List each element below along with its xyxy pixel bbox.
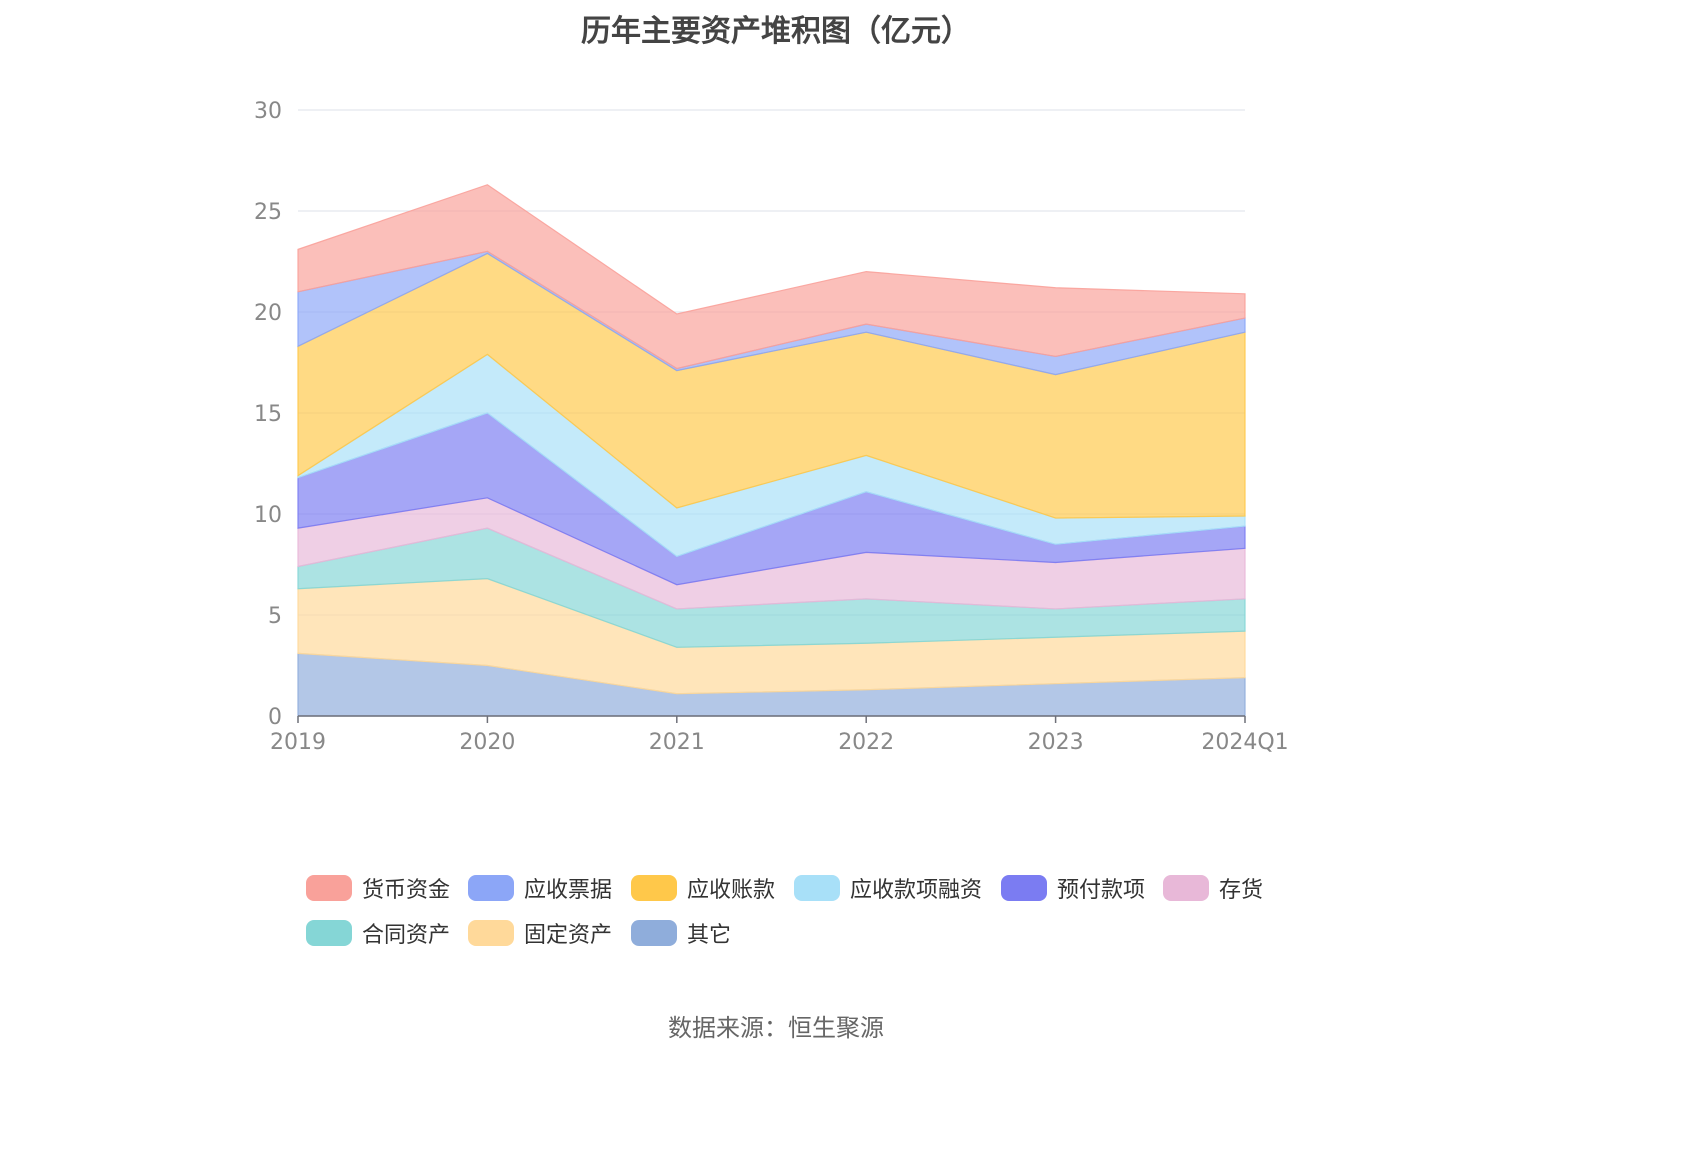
legend-label: 固定资产 (524, 923, 613, 948)
x-tick-label: 2024Q1 (1201, 730, 1288, 755)
stacked-area-chart: 0 5 10 15 20 25 30 2019 2020 2021 2022 2023 2024Q1 (254, 99, 1289, 755)
legend-item[interactable]: 合同资产 (306, 915, 450, 951)
legend-swatch (306, 920, 352, 946)
legend-item[interactable]: 存货 (1163, 870, 1263, 906)
legend-item[interactable]: 货币资金 (306, 870, 450, 906)
legend-label: 应收票据 (524, 878, 613, 903)
y-tick-label: 30 (254, 99, 282, 124)
legend-item[interactable]: 应收账款 (631, 870, 775, 906)
y-tick-label: 10 (254, 503, 282, 528)
legend-swatch (468, 920, 514, 946)
y-tick-label: 15 (254, 402, 282, 427)
y-tick-label: 25 (254, 200, 282, 225)
y-tick-label: 20 (254, 301, 282, 326)
legend-swatch (306, 875, 352, 901)
area-货币资金 (297, 184, 1246, 370)
legend-swatch (468, 875, 514, 901)
legend-label: 应收款项融资 (850, 878, 983, 903)
y-tick-label: 0 (268, 705, 282, 730)
legend-swatch (631, 920, 677, 946)
x-tick-label: 2023 (1028, 730, 1084, 755)
legend-item[interactable]: 应收款项融资 (794, 870, 982, 906)
legend-label: 预付款项 (1057, 878, 1146, 903)
legend-label: 存货 (1219, 878, 1264, 903)
legend-item[interactable]: 预付款项 (1001, 870, 1145, 906)
legend-item[interactable]: 应收票据 (468, 870, 612, 906)
legend-swatch (1163, 875, 1209, 901)
y-tick-label: 5 (268, 604, 282, 629)
axes: 0 5 10 15 20 25 30 2019 2020 2021 2022 2023 2024Q1 (254, 99, 1289, 755)
legend-label: 其它 (687, 923, 732, 948)
legend-swatch (631, 875, 677, 901)
legend-swatch (794, 875, 840, 901)
x-tick-label: 2021 (649, 730, 705, 755)
x-tick-label: 2019 (270, 730, 326, 755)
x-tick-label: 2020 (459, 730, 515, 755)
legend-label: 应收账款 (687, 878, 776, 903)
data-source-note: 数据来源：恒生聚源 (668, 1014, 884, 1042)
chart-title: 历年主要资产堆积图（亿元） (581, 14, 971, 49)
legend-label: 货币资金 (362, 878, 451, 903)
x-tick-label: 2022 (838, 730, 894, 755)
legend-label: 合同资产 (362, 923, 451, 948)
area-series (297, 184, 1246, 717)
legend-swatch (1001, 875, 1047, 901)
legend-item[interactable]: 固定资产 (468, 915, 612, 951)
legend-item[interactable]: 其它 (631, 915, 731, 951)
